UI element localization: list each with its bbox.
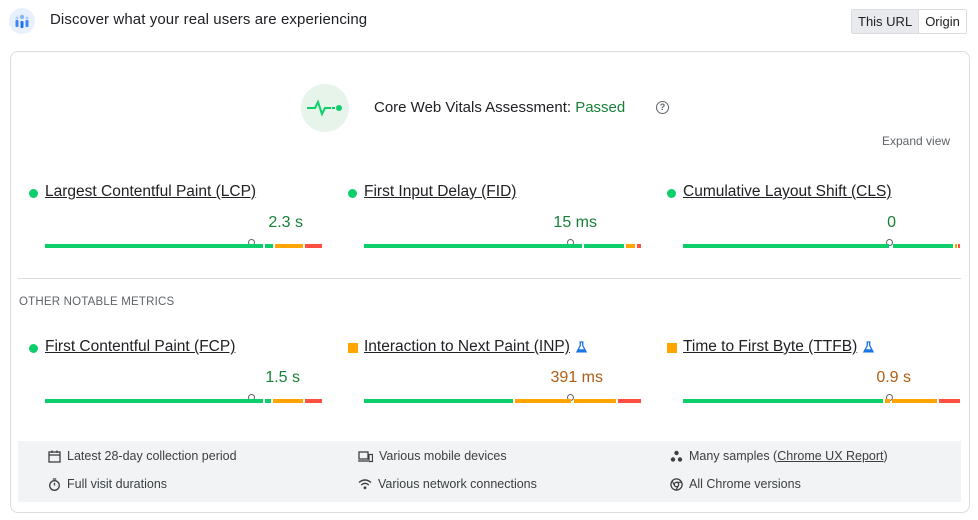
chrome-ux-report-link[interactable]: Chrome UX Report [777, 449, 884, 463]
metric-marker [886, 239, 893, 246]
chrome-icon [670, 477, 683, 491]
header: Discover what your real users are experi… [0, 0, 978, 44]
good-segment [364, 399, 513, 403]
metric-value: 0.9 s [876, 369, 911, 386]
samples-icon [670, 450, 683, 462]
distribution-bar [364, 399, 641, 403]
metric-name[interactable]: Time to First Byte (TTFB) [683, 338, 875, 356]
needs-improvement-segment [626, 244, 635, 248]
collection-period-item: Latest 28-day collection period [48, 449, 237, 463]
devices-item: Various mobile devices [358, 449, 507, 463]
metric-value: 0 [887, 214, 896, 231]
needs-improvement-segment [273, 399, 303, 403]
devices-text: Various mobile devices [379, 449, 507, 463]
visit-durations-item: Full visit durations [48, 477, 167, 491]
poor-segment [958, 244, 960, 248]
good-dot-icon [29, 344, 38, 353]
distribution-bar [364, 244, 641, 248]
metric-value: 2.3 s [268, 214, 303, 231]
samples-suffix: ) [883, 449, 888, 463]
origin-tab[interactable]: Origin [919, 10, 966, 33]
good-segment [893, 244, 953, 248]
url-origin-toggle: This URL Origin [851, 9, 967, 34]
good-dot-icon [348, 189, 357, 198]
connections-text: Various network connections [378, 477, 537, 491]
assessment-label: Core Web Vitals Assessment: [374, 99, 576, 116]
metric-value: 1.5 s [265, 369, 300, 386]
collection-period-text: Latest 28-day collection period [67, 449, 237, 463]
metric-name[interactable]: Interaction to Next Paint (INP) [364, 338, 587, 356]
needs-improvement-square-icon [348, 343, 358, 353]
metric-fcp: First Contentful Paint (FCP) 1.5 s [29, 338, 322, 418]
poor-segment [618, 399, 641, 403]
good-dot-icon [29, 189, 38, 198]
samples-item: Many samples (Chrome UX Report) [670, 449, 888, 463]
crux-logo-icon [9, 8, 35, 34]
this-url-tab[interactable]: This URL [852, 10, 920, 33]
field-data-card [10, 51, 970, 513]
metric-name[interactable]: First Contentful Paint (FCP) [45, 338, 236, 355]
needs-improvement-segment [892, 399, 937, 403]
needs-improvement-segment [275, 244, 303, 248]
assessment-status: Passed [575, 99, 626, 116]
metric-value: 391 ms [550, 369, 603, 386]
metric-name-text: Interaction to Next Paint (INP) [364, 338, 570, 355]
distribution-bar [45, 244, 322, 248]
needs-improvement-segment [885, 399, 890, 403]
poor-segment [305, 244, 322, 248]
chrome-versions-text: All Chrome versions [689, 477, 801, 491]
good-segment [265, 244, 273, 248]
devices-icon [358, 450, 373, 462]
good-segment [683, 244, 889, 248]
help-icon[interactable]: ? [656, 101, 669, 114]
good-segment [584, 244, 624, 248]
poor-segment [305, 399, 322, 403]
stopwatch-icon [49, 477, 60, 491]
flask-icon [863, 341, 875, 353]
good-segment [683, 399, 883, 403]
metric-name[interactable]: Cumulative Layout Shift (CLS) [683, 183, 892, 200]
distribution-bar [45, 399, 322, 403]
metric-name-text: Time to First Byte (TTFB) [683, 338, 858, 355]
wifi-icon [358, 479, 372, 490]
samples-prefix: Many samples ( [689, 449, 778, 463]
distribution-bar [683, 399, 960, 403]
visit-durations-text: Full visit durations [67, 477, 168, 491]
collection-info-footer [18, 441, 961, 502]
metric-value: 15 ms [553, 214, 597, 231]
expand-view-link[interactable]: Expand view [882, 134, 951, 148]
needs-improvement-segment [515, 399, 571, 403]
assessment-heading: Core Web Vitals Assessment: Passed [374, 99, 625, 116]
connections-item: Various network connections [358, 477, 537, 491]
vitals-pulse-icon [301, 84, 349, 132]
poor-segment [637, 244, 641, 248]
good-segment [45, 244, 263, 248]
needs-improvement-square-icon [667, 343, 677, 353]
poor-segment [939, 399, 960, 403]
other-metrics-heading: OTHER NOTABLE METRICS [19, 296, 175, 308]
metric-name[interactable]: Largest Contentful Paint (LCP) [45, 183, 257, 200]
page-title: Discover what your real users are experi… [50, 11, 368, 28]
metric-ttfb: Time to First Byte (TTFB) 0.9 s [667, 338, 960, 418]
good-segment [364, 244, 582, 248]
metric-lcp: Largest Contentful Paint (LCP) 2.3 s [29, 183, 322, 263]
metric-inp: Interaction to Next Paint (INP) 391 ms [348, 338, 641, 418]
flask-icon [575, 341, 587, 353]
metric-fid: First Input Delay (FID) 15 ms [348, 183, 641, 263]
needs-improvement-segment [574, 399, 616, 403]
good-segment [45, 399, 263, 403]
metric-name[interactable]: First Input Delay (FID) [364, 183, 517, 200]
good-segment [265, 399, 271, 403]
good-dot-icon [667, 189, 676, 198]
needs-improvement-segment [955, 244, 957, 248]
chrome-versions-item: All Chrome versions [670, 477, 801, 491]
metric-cls: Cumulative Layout Shift (CLS) 0 [667, 183, 960, 263]
distribution-bar [683, 244, 960, 248]
calendar-icon [48, 450, 61, 463]
section-divider [18, 278, 961, 279]
